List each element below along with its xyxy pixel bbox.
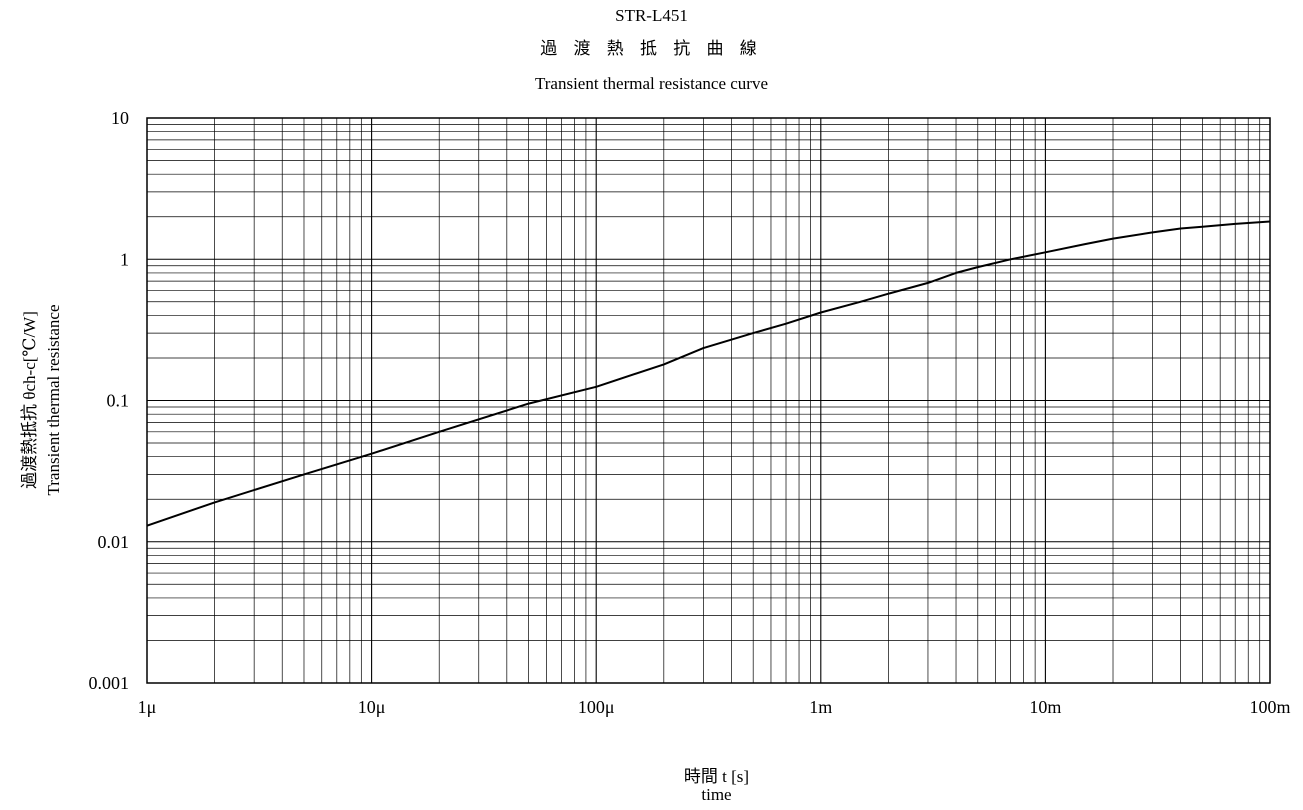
chart-subtitle-en: Transient thermal resistance curve xyxy=(534,74,769,93)
y-tick-label: 0.001 xyxy=(89,673,130,693)
y-tick-label: 1 xyxy=(120,249,129,269)
x-axis-label-en: time xyxy=(701,785,732,804)
chart-title: STR-L451 xyxy=(615,6,688,25)
grid xyxy=(147,118,1270,683)
y-tick-label: 0.01 xyxy=(98,532,130,552)
x-axis-label-jp: 時間 t [s] xyxy=(683,767,750,786)
x-tick-label: 100m xyxy=(1249,697,1290,717)
y-tick-label: 0.1 xyxy=(107,391,130,411)
y-tick-label: 10 xyxy=(111,108,129,128)
x-tick-label: 10m xyxy=(1029,697,1061,717)
x-tick-label: 10μ xyxy=(358,697,386,717)
chart-subtitle-jp: 過 渡 熱 抵 抗 曲 線 xyxy=(540,39,763,58)
x-tick-label: 100μ xyxy=(578,697,615,717)
x-tick-label: 1m xyxy=(809,697,832,717)
series-line-0 xyxy=(146,220,1271,527)
tick-labels: 1μ 10μ 100μ 1m 10m 100m 0.001 0.01 0.1 1 10 xyxy=(89,108,1291,717)
x-tick-label: 1μ xyxy=(138,697,157,717)
plot-frame xyxy=(146,117,1271,684)
series-layer xyxy=(146,220,1271,527)
